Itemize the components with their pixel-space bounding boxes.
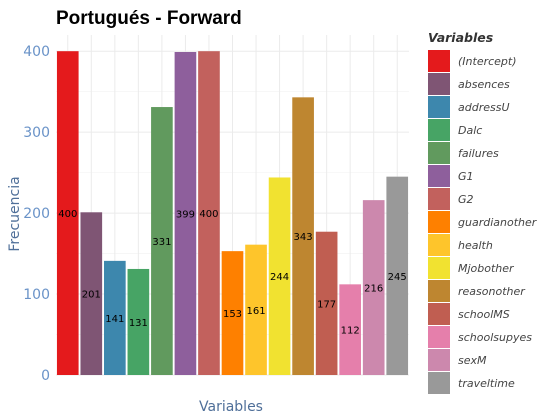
legend-label: Dalc [458,124,482,137]
x-axis-title: Variables [199,399,263,415]
legend-key [428,211,450,233]
bar-value-label: 201 [82,290,101,301]
bar-mjobother [268,177,291,375]
bar-schoolms [315,231,338,375]
bar-absences [80,212,103,375]
bar-value-label: 400 [199,209,218,220]
bar-g1 [174,52,197,375]
legend-label: schoolMS [458,308,510,321]
bar-value-label: 245 [388,272,407,283]
bar-g2 [198,51,220,375]
legend-label: schoolsupyes [458,331,532,344]
legend-label: failures [458,147,499,160]
bar-value-label: 331 [152,237,171,248]
bar-addressu [104,260,126,375]
y-axis-title: Frecuencia [7,176,23,251]
bar-schoolsupyes [339,284,361,375]
y-tick-label: 100 [23,287,50,303]
legend-key [428,73,450,95]
bar-value-label: 153 [223,309,242,320]
legend-label: absences [458,78,510,91]
legend-key [428,303,450,325]
bar-value-label: 177 [317,299,336,310]
bar-sexm [362,200,385,375]
legend-key [428,96,450,118]
bar-intercept [56,51,79,375]
bar-reasonother [292,97,314,375]
bar-value-label: 244 [270,272,289,283]
legend-label: addressU [458,101,510,114]
bar-traveltime [386,176,409,375]
chart-title: Portugués - Forward [56,8,242,29]
y-tick-label: 400 [23,44,50,60]
y-tick-label: 0 [41,368,50,384]
bar-value-label: 141 [105,314,124,325]
legend-label: (Intercept) [458,55,517,68]
legend-label: Mjobother [458,262,515,275]
y-tick-label: 200 [23,206,50,222]
legend-key [428,142,450,164]
bar-value-label: 112 [341,326,360,337]
legend-label: G2 [458,193,474,206]
bar-dalc [127,268,150,375]
legend-key [428,234,450,256]
legend-title: Variables [428,30,493,45]
legend-label: reasonother [458,285,526,298]
legend-label: G1 [458,170,474,183]
bar-value-label: 216 [364,284,383,295]
legend-key [428,280,450,302]
legend-key [428,349,450,371]
bar-health [245,244,267,375]
bar-value-label: 399 [176,210,195,221]
bar-guardianother [221,251,244,375]
y-tick-label: 300 [23,125,50,141]
legend-key [428,326,450,348]
legend-key [428,119,450,141]
bar-value-label: 131 [129,318,148,329]
legend-label: guardianother [458,216,538,229]
bar-value-label: 343 [294,232,313,243]
legend-label: traveltime [458,377,515,390]
bar-failures [151,107,173,376]
legend-key [428,257,450,279]
legend-label: health [458,239,493,252]
legend-key [428,372,450,394]
bar-value-label: 161 [246,306,265,317]
legend-label: sexM [458,354,487,367]
legend-key [428,165,450,187]
bar-value-label: 400 [58,209,77,220]
legend-key [428,50,450,72]
legend: Variables (Intercept) absences addressU Dal… [428,30,538,394]
legend-key [428,188,450,210]
plot-area: 0 100 200 300 400 400 201 141 131 331 399 400 153 161… [23,35,409,384]
